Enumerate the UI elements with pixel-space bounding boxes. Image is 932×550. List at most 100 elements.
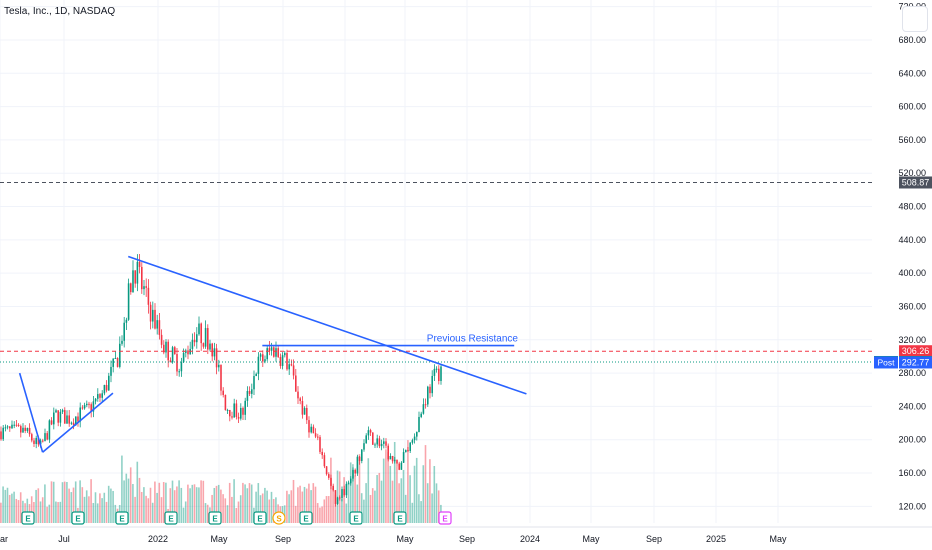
volume-bar [193, 484, 196, 523]
candle-body [119, 343, 121, 367]
candle-body [213, 348, 216, 357]
earnings-marker [21, 511, 35, 525]
candle-body [330, 477, 332, 486]
candle-body [229, 409, 231, 417]
volume-bar [41, 497, 44, 523]
candle-body [15, 424, 18, 426]
volume-bar [143, 487, 145, 523]
candle-body [277, 348, 279, 358]
volume-bar [57, 502, 59, 523]
volume-bar [360, 493, 363, 523]
candle-body [365, 435, 367, 444]
candle-body [26, 427, 29, 431]
candle-body [198, 323, 200, 335]
volume-bar [400, 478, 403, 523]
candle-body [86, 403, 88, 406]
volume-bar [46, 506, 48, 523]
y-tick-label: 240.00 [898, 401, 926, 411]
volume-bar [101, 498, 103, 523]
candle-body [191, 339, 194, 349]
candle-body [4, 427, 7, 429]
volume-bar [61, 482, 64, 523]
candle-body [391, 455, 394, 462]
volume-bar [70, 492, 73, 523]
volume-bar [63, 481, 66, 523]
volume-bar [334, 494, 337, 523]
candle-body [422, 404, 425, 414]
volume-bar [169, 488, 172, 523]
volume-bar [233, 479, 235, 523]
volume-bar [52, 481, 55, 523]
x-tick-label: May [769, 534, 787, 544]
volume-bar [35, 489, 37, 523]
candle-body [259, 354, 262, 357]
candle-body [288, 364, 290, 370]
candle-body [264, 359, 266, 362]
volume-bar [147, 498, 150, 523]
price-tag-bg [899, 345, 932, 358]
volume-bar [149, 487, 152, 523]
candle-body [103, 384, 106, 394]
candle-body [396, 459, 398, 464]
volume-bar [68, 488, 70, 523]
chart-settings-button[interactable] [902, 6, 928, 32]
volume-bar [224, 498, 227, 523]
marker-label: E [168, 515, 174, 524]
marker-label: E [397, 515, 403, 524]
candle-body [218, 364, 220, 368]
volume-bar [347, 482, 350, 523]
candle-body [180, 362, 183, 372]
x-tick-label: May [582, 534, 600, 544]
volume-bar [299, 485, 301, 523]
candle-body [438, 368, 440, 381]
candle-body [416, 431, 418, 437]
trend-line [18, 372, 44, 453]
volume-bar [356, 484, 359, 523]
candles-layer [0, 254, 442, 507]
volume-bar [189, 488, 191, 523]
volume-bar [92, 503, 95, 523]
volume-bar [323, 499, 326, 523]
candle-body [55, 410, 57, 413]
candle-body [176, 354, 178, 372]
volume-bar [250, 484, 253, 523]
volume-bar [261, 493, 264, 523]
candle-body [224, 394, 227, 411]
volume-bar [358, 454, 361, 523]
volume-bar [310, 490, 312, 523]
marker-label: E [75, 515, 81, 524]
candle-body [202, 343, 205, 347]
annotation-label: Previous Resistance [427, 333, 519, 344]
volume-bar [145, 495, 147, 523]
volume-bar [231, 496, 233, 523]
volume-bar [200, 480, 202, 523]
candle-body [196, 334, 198, 343]
volume-bar [237, 501, 240, 523]
candle-body [367, 430, 370, 436]
candle-body [308, 420, 310, 433]
candle-body [182, 352, 185, 363]
volume-bar [112, 490, 114, 523]
split-marker [272, 511, 286, 525]
volume-bar [0, 502, 2, 523]
volume-bar [180, 487, 183, 523]
y-tick-label: 280.00 [898, 368, 926, 378]
volume-bar [11, 493, 13, 523]
candle-body [358, 456, 361, 461]
candle-body [352, 469, 354, 479]
y-tick-label: 480.00 [898, 202, 926, 212]
marker-label: E [257, 515, 263, 524]
price-tag-value: 508.87 [902, 177, 930, 187]
candle-body [83, 405, 86, 409]
candle-body [411, 440, 414, 443]
volume-bar [206, 504, 209, 523]
candle-body [165, 341, 167, 353]
candle-body [251, 389, 253, 394]
volume-bar [297, 487, 299, 523]
volume-bar [371, 488, 374, 523]
marker-label: E [119, 515, 125, 524]
candle-body [154, 309, 156, 329]
volume-bar [37, 488, 40, 523]
volume-bar [88, 496, 90, 523]
